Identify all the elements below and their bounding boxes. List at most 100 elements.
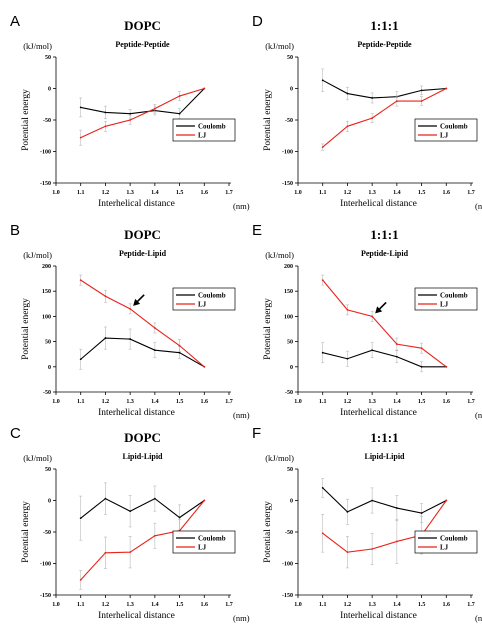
x-axis-label: Interhelical distance bbox=[98, 611, 175, 621]
panel-letter: A bbox=[10, 13, 20, 30]
data-point bbox=[420, 365, 423, 368]
legend-label: LJ bbox=[198, 301, 207, 309]
data-point bbox=[321, 487, 324, 489]
data-point bbox=[129, 112, 132, 115]
chart-subtitle: Peptide-Peptide bbox=[115, 40, 170, 49]
x-tick-label: 1.7 bbox=[467, 190, 475, 196]
series-coulomb bbox=[321, 478, 448, 525]
x-tick-label: 1.0 bbox=[294, 602, 302, 608]
series-line bbox=[80, 87, 205, 139]
y-tick-label: -50 bbox=[285, 118, 293, 124]
x-tick-label: 1.2 bbox=[344, 602, 352, 608]
series-lj bbox=[79, 274, 206, 368]
data-point bbox=[203, 365, 206, 368]
data-point bbox=[79, 517, 82, 520]
series-line bbox=[322, 487, 447, 514]
data-point bbox=[321, 351, 324, 354]
x-axis-label: Interhelical distance bbox=[98, 199, 175, 209]
data-point bbox=[371, 499, 374, 502]
x-tick-label: 1.0 bbox=[294, 399, 302, 405]
x-tick-label: 1.2 bbox=[344, 190, 352, 196]
data-point bbox=[395, 100, 398, 102]
arrow-head bbox=[375, 306, 383, 314]
data-point bbox=[104, 337, 107, 339]
y-tick-label: -50 bbox=[43, 530, 51, 536]
series-lj bbox=[321, 499, 448, 569]
data-point bbox=[420, 347, 423, 350]
panel-e: E 1:1:1 Peptide-Lipid (kJ/mol) 200 150 100 50 0 -… bbox=[252, 222, 482, 420]
legend-label: LJ bbox=[198, 132, 207, 140]
x-tick-label: 1.5 bbox=[418, 399, 426, 405]
data-point bbox=[321, 146, 324, 148]
x-tick-label: 1.7 bbox=[467, 602, 475, 608]
x-tick-label: 1.0 bbox=[52, 399, 60, 405]
y-tick-label: 150 bbox=[284, 289, 293, 295]
series-line bbox=[322, 500, 447, 553]
chart-title: DOPC bbox=[124, 227, 161, 242]
data-point bbox=[371, 97, 374, 99]
chart-title: 1:1:1 bbox=[370, 227, 398, 242]
y-tick-label: -50 bbox=[43, 390, 51, 396]
panel-letter: B bbox=[10, 222, 20, 239]
series-line bbox=[80, 279, 205, 368]
series-lj bbox=[321, 274, 448, 368]
y-tick-label: -150 bbox=[40, 593, 51, 599]
data-point bbox=[178, 112, 181, 115]
data-point bbox=[445, 499, 448, 502]
series-line bbox=[80, 88, 205, 115]
chart-title: 1:1:1 bbox=[370, 430, 398, 445]
chart-title: 1:1:1 bbox=[370, 18, 398, 33]
data-point bbox=[395, 540, 398, 543]
y-unit: (kJ/mol) bbox=[265, 250, 294, 260]
data-point bbox=[395, 355, 398, 358]
x-tick-label: 1.1 bbox=[319, 399, 327, 405]
y-tick-label: 200 bbox=[42, 264, 51, 270]
x-tick-label: 1.1 bbox=[77, 602, 85, 608]
y-tick-label: -100 bbox=[40, 150, 51, 156]
chart-subtitle: Peptide-Peptide bbox=[357, 40, 412, 49]
y-tick-label: 0 bbox=[48, 499, 51, 505]
series-line bbox=[80, 497, 205, 519]
chart-subtitle: Lipid-Lipid bbox=[122, 452, 163, 461]
y-tick-label: 100 bbox=[284, 314, 293, 320]
data-point bbox=[104, 125, 107, 128]
y-tick-label: 0 bbox=[48, 87, 51, 93]
x-unit: (nm) bbox=[233, 201, 250, 211]
y-tick-label: 50 bbox=[287, 55, 293, 61]
x-tick-label: 1.5 bbox=[176, 602, 184, 608]
legend-label: Coulomb bbox=[440, 292, 468, 300]
x-tick-label: 1.3 bbox=[126, 602, 134, 608]
x-unit: (nm) bbox=[475, 410, 482, 420]
data-point bbox=[104, 111, 107, 114]
data-point bbox=[129, 551, 132, 554]
x-axis-label: Interhelical distance bbox=[340, 408, 417, 418]
x-tick-label: 1.6 bbox=[201, 602, 209, 608]
x-tick-label: 1.3 bbox=[368, 602, 376, 608]
data-point bbox=[129, 119, 132, 121]
legend-label: Coulomb bbox=[440, 123, 468, 131]
y-tick-label: 0 bbox=[290, 87, 293, 93]
x-tick-label: 1.2 bbox=[102, 399, 110, 405]
data-point bbox=[445, 365, 448, 368]
data-point bbox=[371, 117, 374, 120]
data-point bbox=[321, 279, 324, 282]
data-point bbox=[104, 551, 107, 554]
panel-d: D 1:1:1 Peptide-Peptide (kJ/mol) 50 0 -50 -100 -… bbox=[252, 13, 482, 211]
x-tick-label: 1.6 bbox=[443, 602, 451, 608]
x-tick-label: 1.6 bbox=[201, 399, 209, 405]
y-tick-label: -100 bbox=[282, 150, 293, 156]
data-point bbox=[321, 532, 324, 535]
data-point bbox=[420, 100, 423, 102]
arrow-head bbox=[133, 298, 141, 306]
data-point bbox=[346, 308, 349, 311]
series-lj bbox=[79, 87, 206, 146]
panel-letter: D bbox=[252, 13, 263, 30]
x-tick-label: 1.7 bbox=[467, 399, 475, 405]
y-tick-label: -50 bbox=[285, 530, 293, 536]
y-axis-label: Potential energy bbox=[21, 501, 31, 563]
x-tick-label: 1.5 bbox=[418, 602, 426, 608]
y-tick-label: 50 bbox=[45, 340, 51, 346]
y-tick-label: 0 bbox=[290, 365, 293, 371]
